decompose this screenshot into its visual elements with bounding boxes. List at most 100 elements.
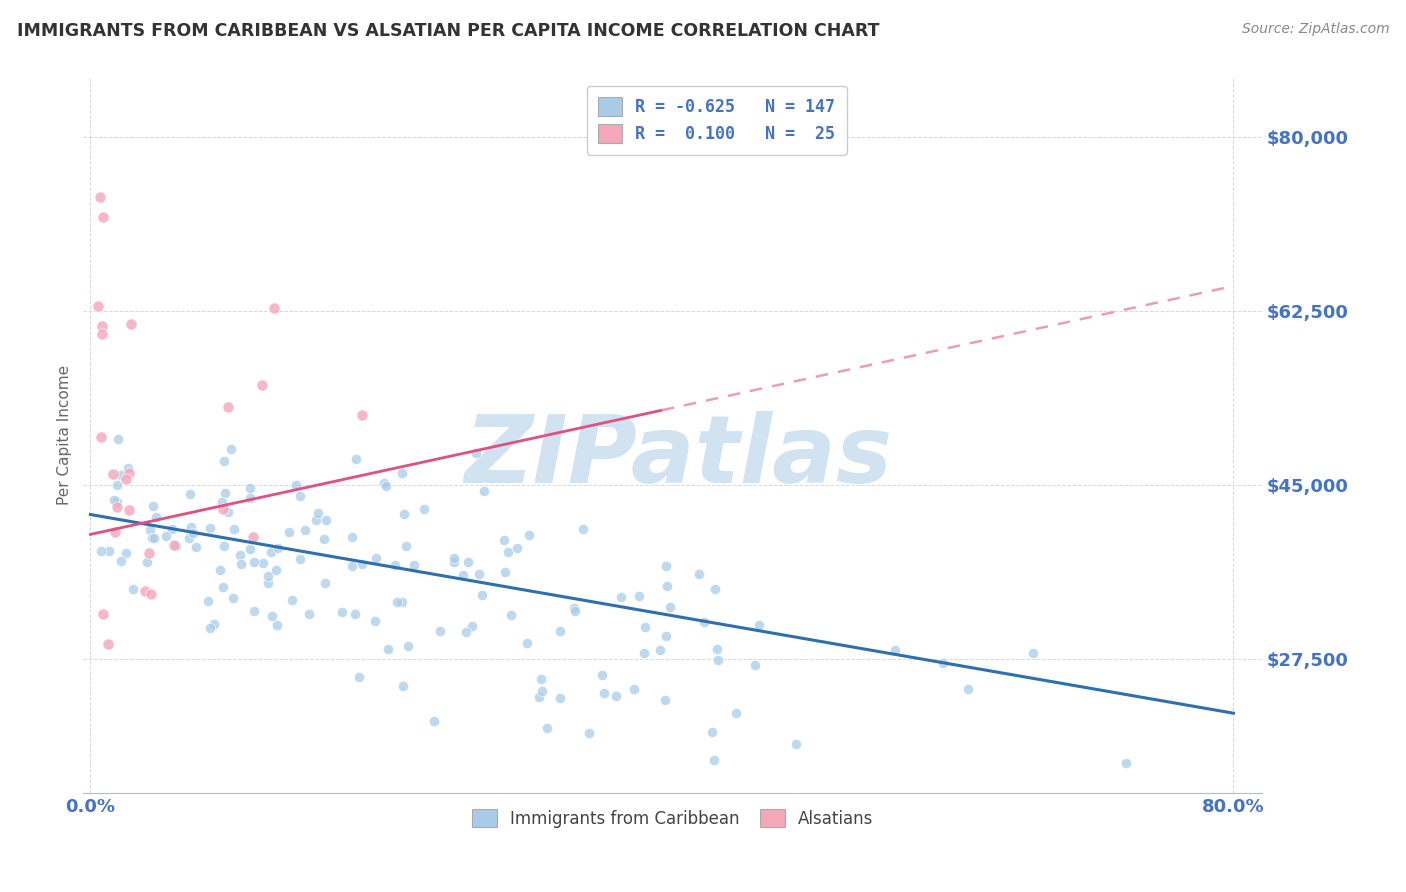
Point: [91, 210, 114, 224]
Point: [704, 582, 727, 596]
Point: [530, 673, 553, 687]
Point: [461, 618, 484, 632]
Point: [117, 460, 139, 475]
Point: [239, 491, 262, 505]
Point: [260, 608, 283, 623]
Point: [115, 546, 138, 560]
Point: [263, 301, 285, 315]
Point: [340, 530, 363, 544]
Point: [115, 472, 138, 486]
Point: [217, 400, 239, 414]
Point: [219, 442, 242, 457]
Point: [1115, 756, 1137, 770]
Point: [122, 582, 145, 596]
Point: [145, 510, 167, 524]
Point: [688, 567, 710, 582]
Point: [231, 557, 253, 571]
Point: [605, 690, 627, 704]
Point: [519, 528, 541, 542]
Point: [305, 513, 328, 527]
Point: [395, 539, 418, 553]
Point: [105, 500, 128, 515]
Point: [91, 327, 114, 342]
Point: [374, 478, 396, 492]
Point: [623, 681, 645, 696]
Point: [785, 737, 807, 751]
Point: [655, 629, 678, 643]
Point: [702, 725, 724, 739]
Point: [457, 555, 479, 569]
Point: [707, 653, 730, 667]
Point: [139, 523, 162, 537]
Point: [97, 637, 120, 651]
Point: [105, 478, 128, 492]
Point: [120, 317, 142, 331]
Point: [499, 607, 522, 622]
Point: [214, 539, 236, 553]
Point: [184, 540, 207, 554]
Point: [243, 604, 266, 618]
Point: [288, 489, 311, 503]
Point: [748, 618, 770, 632]
Point: [693, 615, 716, 629]
Point: [373, 476, 395, 491]
Point: [209, 563, 232, 577]
Point: [527, 690, 550, 704]
Point: [957, 681, 980, 696]
Point: [396, 639, 419, 653]
Point: [627, 589, 650, 603]
Point: [884, 642, 907, 657]
Legend: Immigrants from Caribbean, Alsatians: Immigrants from Caribbean, Alsatians: [465, 803, 880, 834]
Text: IMMIGRANTS FROM CARIBBEAN VS ALSATIAN PER CAPITA INCOME CORRELATION CHART: IMMIGRANTS FROM CARIBBEAN VS ALSATIAN PE…: [17, 22, 879, 40]
Point: [242, 530, 264, 544]
Point: [364, 614, 387, 628]
Point: [578, 725, 600, 739]
Point: [91, 607, 114, 621]
Point: [387, 595, 409, 609]
Point: [277, 524, 299, 539]
Point: [429, 624, 451, 638]
Point: [229, 548, 252, 562]
Point: [315, 513, 337, 527]
Point: [284, 477, 307, 491]
Point: [198, 521, 221, 535]
Point: [350, 408, 373, 422]
Point: [650, 643, 672, 657]
Point: [655, 559, 678, 574]
Point: [136, 555, 159, 569]
Point: [659, 599, 682, 614]
Point: [214, 485, 236, 500]
Point: [86, 299, 108, 313]
Point: [222, 591, 245, 606]
Point: [155, 529, 177, 543]
Point: [165, 539, 187, 553]
Point: [181, 526, 204, 541]
Point: [118, 503, 141, 517]
Y-axis label: Per Capita Income: Per Capita Income: [58, 365, 72, 505]
Point: [307, 507, 329, 521]
Point: [101, 467, 124, 481]
Point: [312, 532, 335, 546]
Point: [706, 642, 728, 657]
Point: [703, 753, 725, 767]
Point: [243, 555, 266, 569]
Point: [202, 617, 225, 632]
Point: [314, 575, 336, 590]
Point: [465, 446, 488, 460]
Point: [103, 492, 125, 507]
Point: [633, 646, 655, 660]
Point: [163, 538, 186, 552]
Point: [138, 546, 160, 560]
Point: [118, 466, 141, 480]
Point: [257, 576, 280, 591]
Point: [281, 592, 304, 607]
Point: [366, 551, 388, 566]
Point: [472, 483, 495, 498]
Point: [257, 568, 280, 582]
Point: [468, 567, 491, 582]
Point: [298, 607, 321, 622]
Point: [634, 620, 657, 634]
Point: [562, 600, 585, 615]
Text: ZIPatlas: ZIPatlas: [464, 410, 893, 502]
Point: [266, 563, 288, 577]
